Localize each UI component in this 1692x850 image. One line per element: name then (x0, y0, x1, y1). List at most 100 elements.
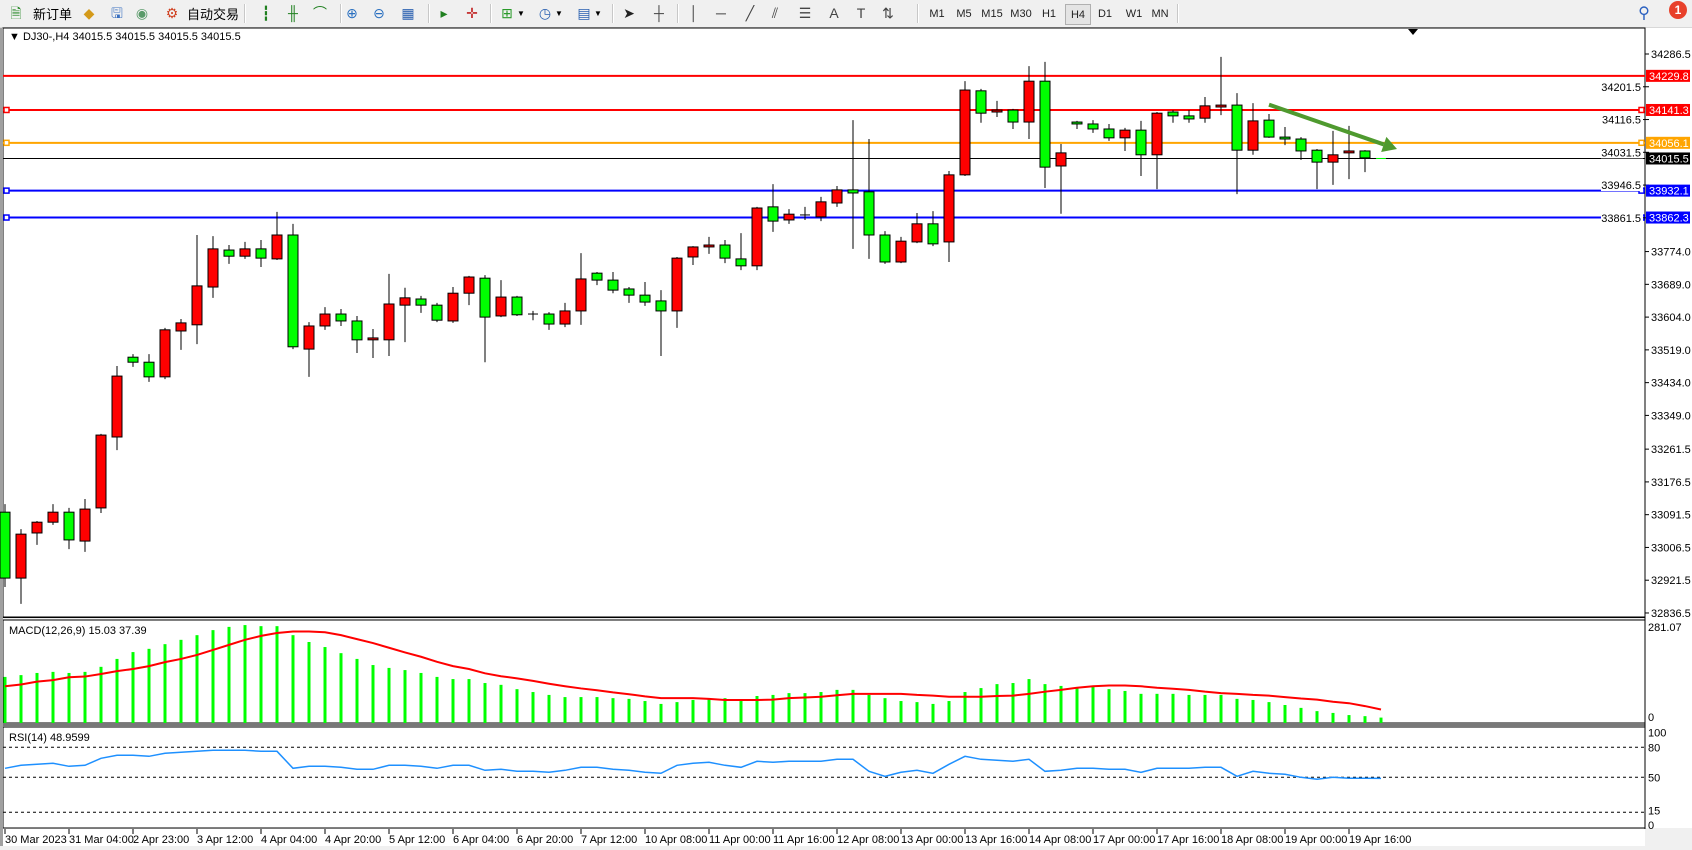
candlestick-button[interactable]: ╫ (284, 3, 302, 23)
macd-histogram-bar (1027, 679, 1031, 723)
chart-shift-button[interactable]: ✛ (463, 3, 481, 23)
candle (511, 295, 523, 316)
macd-histogram-bar (371, 665, 375, 723)
candle-body (463, 276, 475, 294)
signal-button[interactable]: ◉ (133, 3, 151, 23)
macd-histogram-bar (291, 635, 295, 723)
fibonacci-icon: ☰ (798, 5, 812, 21)
price-tick-label: 33261.5 (1651, 444, 1691, 456)
toolbar: 🗎 新订单 ◆ 🖫 ◉ ⚙ 自动交易 ┇ ╫ ⌒ ⊕ ⊖ ▦ ▸ ✛ ⊞ ◷ ▤ ➤ ┼ │ ─ ╱ ⫽ ☰ A T ⇅ ▼ ▼ ▼ M1 M5… (0, 0, 1692, 28)
macd-histogram-bar (1219, 694, 1223, 723)
candle-body (159, 329, 171, 378)
price-tick-label: 33946.5 (1601, 180, 1641, 192)
timeframe-h4-button[interactable]: H4 (1065, 4, 1091, 25)
candle (1183, 110, 1195, 123)
periods-button[interactable]: ◷ (536, 3, 554, 23)
price-tick-label-bg (1601, 80, 1643, 93)
chart-title: ▼ DJ30-,H4 34015.5 34015.5 34015.5 34015… (9, 31, 241, 43)
macd-histogram-bar (1363, 716, 1367, 723)
search-icon[interactable]: ⚲ (1638, 5, 1650, 22)
time-tick-label: 17 Apr 16:00 (1157, 834, 1219, 846)
zoom-in-button[interactable]: ⊕ (343, 3, 361, 23)
chart-title-text: DJ30-,H4 34015.5 34015.5 34015.5 34015.5 (22, 31, 241, 43)
text-icon: A (829, 5, 839, 21)
time-tick-label: 3 Apr 12:00 (197, 834, 253, 846)
candle-body (15, 533, 27, 579)
gold-button[interactable]: ◆ (80, 3, 98, 23)
macd-histogram-bar (355, 658, 359, 723)
candle (911, 213, 923, 244)
text-button[interactable]: A (825, 3, 843, 23)
candle-body (559, 310, 571, 325)
candle-body (655, 300, 667, 312)
timeframe-w1-button[interactable]: W1 (1125, 7, 1143, 20)
macd-histogram-bar (579, 697, 583, 723)
equidistant-channel-button[interactable]: ⫽ (766, 3, 784, 23)
auto-scroll-button[interactable]: ▸ (435, 3, 453, 23)
timeframe-m30-button[interactable]: M30 (1010, 7, 1032, 20)
dropdown-arrow-icon[interactable]: ▼ (517, 8, 525, 18)
new-order-label[interactable]: 新订单 (33, 6, 73, 22)
timeframe-m15-button[interactable]: M15 (981, 7, 1003, 20)
time-tick-label: 7 Apr 12:00 (581, 834, 637, 846)
timeframe-d1-button[interactable]: D1 (1097, 7, 1113, 20)
candle-body (943, 174, 955, 243)
tile-windows-button[interactable]: ▦ (399, 3, 417, 23)
candle (1151, 112, 1163, 190)
fibonacci-button[interactable]: ☰ (796, 3, 814, 23)
indicators-icon: ⊞ (501, 5, 513, 21)
line-chart-button[interactable]: ⌒ (311, 3, 329, 23)
history-center-button[interactable]: 🖫 (108, 3, 126, 23)
candle (559, 302, 571, 328)
horizontal-line-button[interactable]: ─ (712, 3, 730, 23)
cursor-button[interactable]: ➤ (620, 3, 638, 23)
candle-body (639, 294, 651, 303)
auto-trading-button[interactable]: ⚙ (163, 3, 181, 23)
candle (79, 499, 91, 552)
candle (207, 236, 219, 298)
candle-body (287, 234, 299, 348)
candle (319, 307, 331, 330)
text-label-button[interactable]: T (852, 3, 870, 23)
templates-icon: ▤ (577, 5, 591, 21)
timeframe-h1-button[interactable]: H1 (1041, 7, 1057, 20)
new-order-button[interactable]: 🗎 (7, 3, 25, 23)
macd-histogram-bar (995, 684, 999, 723)
chart-menu-triangle-icon[interactable]: ▼ (9, 31, 20, 43)
macd-histogram-bar (99, 666, 103, 723)
time-tick-label: 4 Apr 04:00 (261, 834, 317, 846)
candle (1199, 96, 1211, 123)
arrows-icon: ⇅ (882, 5, 894, 21)
zoom-out-button[interactable]: ⊖ (370, 3, 388, 23)
candle (1279, 127, 1291, 146)
candle-body (1151, 112, 1163, 156)
dropdown-arrow-icon[interactable]: ▼ (555, 8, 563, 18)
timeframe-m5-button[interactable]: M5 (956, 7, 972, 20)
dropdown-arrow-icon[interactable]: ▼ (594, 8, 602, 18)
crosshair-button[interactable]: ┼ (650, 3, 668, 23)
candle-body (1087, 123, 1099, 130)
macd-histogram-bar (1155, 693, 1159, 723)
macd-signal-line (4, 630, 1382, 711)
notification-badge[interactable]: 1 (1669, 1, 1687, 19)
vertical-line-button[interactable]: │ (685, 3, 703, 23)
candle (591, 272, 603, 286)
trendline-button[interactable]: ╱ (741, 3, 759, 23)
candle (543, 312, 555, 330)
bar-chart-icon: ┇ (261, 5, 271, 21)
macd-histogram-bar (499, 684, 503, 723)
timeframe-mn-button[interactable]: MN (1151, 7, 1169, 20)
macd-histogram-bar (227, 626, 231, 723)
bar-chart-button[interactable]: ┇ (257, 3, 275, 23)
timeframe-m1-button[interactable]: M1 (929, 7, 945, 20)
macd-histogram-bar (611, 698, 615, 723)
templates-button[interactable]: ▤ (575, 3, 593, 23)
arrows-button[interactable]: ⇅ (879, 3, 897, 23)
price-tick-label: 33176.5 (1651, 477, 1691, 489)
indicators-button[interactable]: ⊞ (498, 3, 516, 23)
candle (1327, 130, 1339, 185)
candle (1023, 66, 1035, 140)
auto-trading-label[interactable]: 自动交易 (187, 6, 240, 22)
macd-histogram-bar (323, 647, 327, 723)
